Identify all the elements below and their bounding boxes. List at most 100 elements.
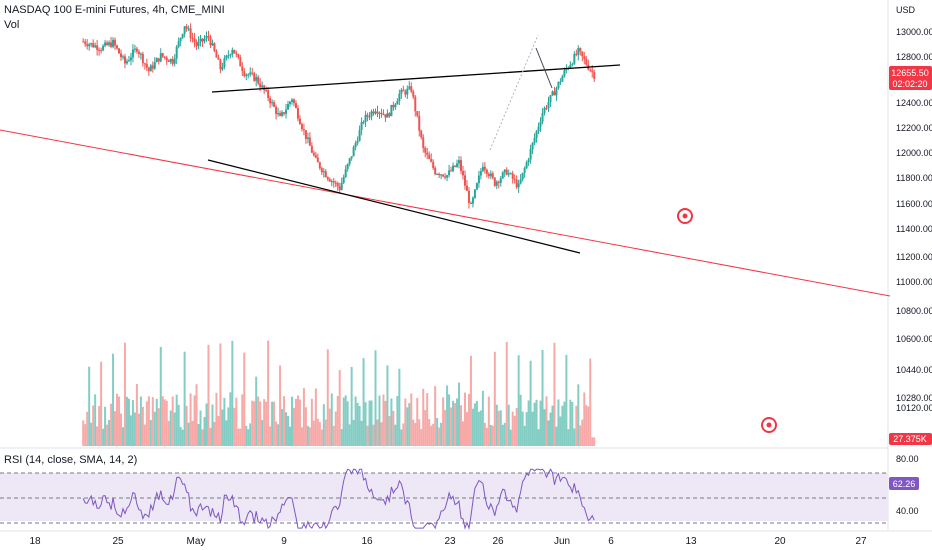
candle-52	[185, 24, 188, 32]
candle-body	[112, 39, 115, 47]
volume-bar	[332, 425, 335, 446]
volume-legend[interactable]: Vol	[4, 19, 20, 31]
candle-body	[382, 114, 385, 116]
candle-205	[489, 170, 492, 180]
price-tick-label: 10280.00	[896, 393, 932, 403]
volume-bar	[275, 421, 278, 446]
candle-43	[167, 59, 170, 62]
candle-159	[398, 89, 401, 106]
badge-bg	[889, 66, 932, 90]
candle-102	[285, 103, 288, 119]
candle-body	[86, 44, 89, 47]
volume-bar	[587, 406, 590, 446]
volume-bar	[296, 395, 299, 446]
volume-bar	[440, 422, 443, 446]
rsi-line	[82, 468, 595, 531]
candle-body	[173, 58, 176, 64]
volume-bar	[428, 419, 431, 446]
volume-bar	[217, 415, 220, 446]
candle-body	[467, 190, 470, 203]
volume-bar	[396, 396, 399, 446]
candle-121	[322, 168, 325, 178]
volume-bar	[497, 410, 500, 446]
candle-body	[155, 58, 158, 63]
volume-bar	[110, 403, 113, 446]
candle-235	[549, 94, 552, 107]
volume-bar	[372, 424, 375, 446]
channel-line	[489, 34, 539, 151]
candle-94	[269, 95, 272, 109]
volume-bar	[382, 394, 385, 446]
candle-160	[400, 88, 403, 99]
volume-bar	[155, 398, 158, 446]
volume-bar	[203, 416, 206, 446]
candle-body	[368, 116, 371, 118]
volume-bar	[404, 398, 407, 446]
volume-bar	[338, 369, 341, 446]
volume-bar	[577, 384, 580, 446]
candle-body	[133, 48, 136, 50]
candle-body	[106, 42, 109, 45]
volume-bar	[579, 425, 582, 446]
volume-bar	[320, 429, 323, 446]
candle-76	[233, 49, 236, 54]
volume-bar	[183, 351, 186, 446]
volume-bar	[257, 396, 260, 446]
volume-bar	[298, 399, 301, 446]
candle-body	[308, 137, 311, 146]
candle-47	[175, 44, 178, 64]
candle-115	[310, 142, 313, 154]
candle-body	[147, 67, 150, 72]
candle-body	[233, 49, 236, 54]
candle-177	[434, 165, 437, 176]
candle-6	[94, 42, 97, 49]
time-tick-label: 23	[444, 536, 456, 547]
candle-129	[338, 182, 341, 193]
candle-252	[583, 52, 586, 65]
candle-175	[430, 153, 433, 163]
candle-body	[294, 103, 297, 108]
volume-bar	[444, 409, 447, 446]
candle-body	[481, 166, 484, 172]
rsi-legend[interactable]: RSI (14, close, SMA, 14, 2)	[4, 454, 138, 466]
volume-bar	[485, 427, 488, 446]
symbol-title[interactable]: NASDAQ 100 E-mini Futures, 4h, CME_MINI	[4, 4, 225, 16]
volume-bar	[448, 394, 451, 446]
candle-body	[314, 155, 317, 158]
candle-79	[239, 54, 242, 67]
candle-211	[501, 171, 504, 180]
candle-208	[495, 180, 498, 190]
candle-157	[394, 102, 397, 110]
candle-229	[537, 122, 540, 135]
candle-body	[559, 81, 562, 83]
volume-bar	[471, 408, 474, 446]
candle-136	[352, 145, 355, 157]
candle-body	[237, 54, 240, 58]
candle-body	[110, 42, 113, 47]
volume-bar	[442, 397, 445, 446]
candle-0	[82, 38, 85, 43]
volume-bar	[521, 411, 524, 446]
candle-body	[416, 111, 419, 116]
candle-body	[364, 114, 367, 123]
candle-body	[362, 122, 365, 124]
volume-bar	[310, 398, 313, 446]
candle-body	[489, 173, 492, 177]
volume-bar	[300, 427, 303, 446]
volume-bar	[461, 421, 464, 446]
candle-body	[209, 36, 212, 46]
candle-body	[336, 182, 339, 187]
candle-body	[549, 95, 552, 103]
candle-body	[585, 59, 588, 65]
volume-bar	[86, 411, 89, 446]
candle-126	[332, 178, 335, 188]
candle-body	[227, 55, 230, 57]
candle-62	[205, 31, 208, 42]
candle-140	[360, 117, 363, 136]
volume-bar	[503, 422, 506, 446]
volume-bar	[225, 420, 228, 446]
candle-body	[249, 72, 252, 75]
volume-bar	[245, 425, 248, 446]
candle-141	[362, 120, 365, 125]
volume-bar	[119, 413, 122, 446]
